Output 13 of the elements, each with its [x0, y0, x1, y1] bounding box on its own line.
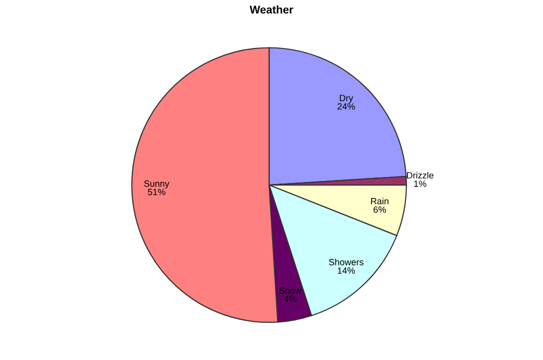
data-label: 1% — [414, 180, 426, 187]
chart-title: Weather — [250, 5, 294, 14]
data-label: 51% — [148, 188, 166, 196]
slice-label: Dry — [340, 94, 354, 103]
slice-label: Rain — [371, 198, 388, 204]
slice-label: Sunny — [144, 180, 170, 189]
slice-label: Snow — [279, 287, 302, 294]
slice-label: Showers — [329, 258, 364, 266]
data-label: 4% — [284, 296, 296, 302]
data-label: 14% — [338, 267, 355, 274]
data-label: 6% — [374, 206, 386, 213]
slice-label: Drizzle — [407, 172, 434, 179]
data-label: 24% — [338, 103, 355, 110]
